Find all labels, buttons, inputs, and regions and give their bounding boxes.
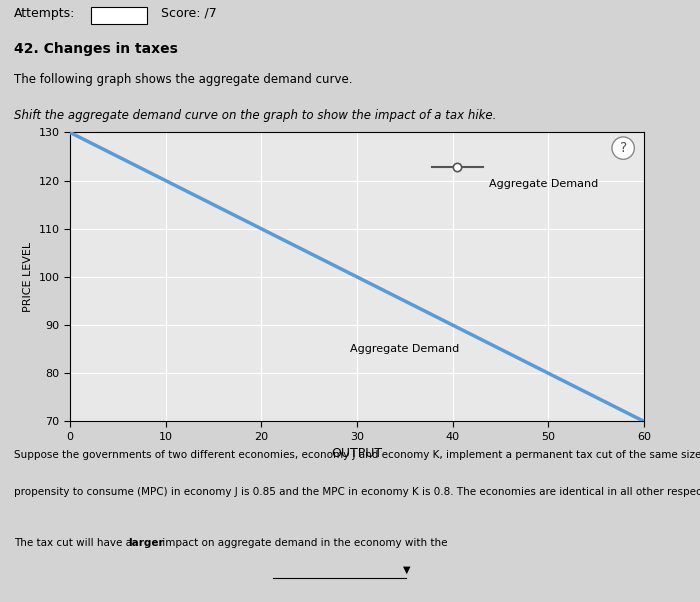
- Text: ?: ?: [620, 141, 626, 155]
- Text: Suppose the governments of two different economies, economy J and economy K, imp: Suppose the governments of two different…: [14, 450, 700, 461]
- Text: Aggregate Demand: Aggregate Demand: [489, 179, 598, 188]
- X-axis label: OUTPUT: OUTPUT: [331, 447, 383, 461]
- Text: Score: /7: Score: /7: [161, 7, 217, 20]
- Text: larger: larger: [128, 538, 164, 548]
- Text: propensity to consume (MPC) in economy J is 0.85 and the MPC in economy K is 0.8: propensity to consume (MPC) in economy J…: [14, 488, 700, 497]
- Text: The tax cut will have a: The tax cut will have a: [14, 538, 135, 548]
- Text: Aggregate Demand: Aggregate Demand: [350, 344, 459, 354]
- Text: Shift the aggregate demand curve on the graph to show the impact of a tax hike.: Shift the aggregate demand curve on the …: [14, 108, 496, 122]
- Text: 42. Changes in taxes: 42. Changes in taxes: [14, 42, 178, 57]
- FancyBboxPatch shape: [91, 7, 147, 24]
- Y-axis label: PRICE LEVEL: PRICE LEVEL: [23, 242, 33, 312]
- Text: The following graph shows the aggregate demand curve.: The following graph shows the aggregate …: [14, 73, 353, 86]
- Text: ▼: ▼: [402, 565, 410, 575]
- Text: Attempts:: Attempts:: [14, 7, 76, 20]
- Text: impact on aggregate demand in the economy with the: impact on aggregate demand in the econom…: [159, 538, 448, 548]
